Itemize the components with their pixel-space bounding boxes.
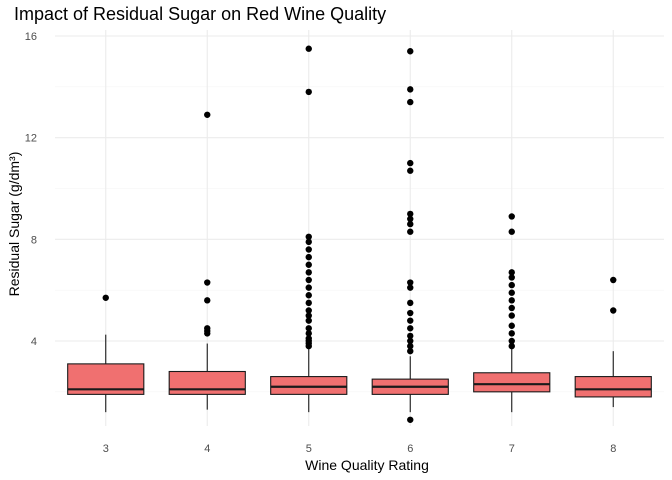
outlier-point — [407, 215, 414, 223]
box-group-8 — [574, 276, 652, 408]
x-axis-ticks: 3 4 5 6 7 8 — [103, 443, 617, 455]
boxes — [67, 45, 652, 423]
y-tick-label: 16 — [25, 31, 37, 43]
outlier-point — [407, 325, 414, 332]
outlier-point — [305, 317, 312, 324]
y-axis-title: Residual Sugar (g/dm³) — [6, 152, 22, 297]
outlier-point — [508, 213, 515, 220]
outlier-point — [610, 276, 617, 284]
outlier-point — [305, 312, 312, 319]
outlier-point — [508, 322, 515, 329]
box-iqr — [168, 370, 246, 395]
outlier-point — [305, 269, 312, 276]
outlier-point — [407, 210, 414, 218]
outlier-point — [305, 330, 312, 337]
y-tick-label: 8 — [31, 234, 37, 246]
outlier-point — [407, 159, 414, 167]
y-axis-ticks: 4 8 12 16 — [25, 31, 37, 348]
outlier-point — [407, 98, 414, 106]
outlier-point — [407, 167, 414, 174]
box-iqr — [473, 372, 551, 393]
outlier-point — [407, 284, 414, 291]
outlier-point — [102, 294, 109, 301]
outlier-point — [305, 276, 312, 284]
outlier-point — [305, 292, 312, 299]
outlier-point — [407, 228, 414, 235]
outlier-point — [305, 299, 312, 307]
grid — [55, 30, 664, 426]
outlier-point — [610, 307, 617, 314]
outlier-point — [305, 335, 312, 342]
box-group-7 — [473, 213, 551, 413]
outlier-point — [407, 347, 414, 355]
outlier-point — [305, 45, 312, 52]
outlier-point — [305, 246, 312, 253]
outlier-point — [508, 297, 515, 304]
outlier-point — [305, 261, 312, 268]
outlier-point — [407, 48, 414, 55]
box-group-4 — [168, 111, 246, 410]
outlier-point — [508, 228, 515, 235]
outlier-point — [305, 233, 312, 240]
outlier-point — [204, 279, 211, 286]
x-tick-label: 4 — [204, 443, 210, 455]
box-iqr — [270, 376, 348, 395]
box-group-3 — [67, 294, 145, 413]
outlier-point — [407, 337, 414, 345]
outlier-point — [407, 332, 414, 340]
box-group-6 — [371, 48, 449, 423]
outlier-point — [508, 330, 515, 337]
outlier-point — [305, 238, 312, 246]
x-axis-title: Wine Quality Rating — [305, 457, 429, 473]
outlier-point — [407, 220, 414, 228]
outlier-point — [508, 274, 515, 281]
box-group-5 — [270, 45, 348, 413]
outlier-point — [508, 281, 515, 289]
outlier-point — [305, 307, 312, 314]
x-tick-label: 5 — [306, 443, 312, 455]
y-tick-label: 4 — [31, 336, 37, 348]
outlier-point — [508, 337, 515, 345]
outlier-point — [305, 284, 312, 291]
outlier-point — [407, 279, 414, 286]
outlier-point — [305, 325, 312, 332]
chart-title: Impact of Residual Sugar on Red Wine Qua… — [14, 4, 386, 24]
outlier-point — [407, 342, 414, 350]
outlier-point — [508, 342, 515, 350]
outlier-point — [407, 416, 414, 423]
outlier-point — [407, 299, 414, 307]
x-tick-label: 7 — [509, 443, 515, 455]
outlier-point — [508, 312, 515, 319]
x-tick-label: 8 — [610, 443, 616, 455]
x-tick-label: 6 — [407, 443, 413, 455]
outlier-point — [305, 253, 312, 261]
y-tick-label: 12 — [25, 133, 37, 145]
outlier-point — [305, 88, 312, 96]
x-tick-label: 3 — [103, 443, 109, 455]
box-iqr — [574, 376, 652, 398]
outlier-point — [508, 269, 515, 276]
outlier-point — [204, 111, 211, 118]
outlier-point — [508, 304, 515, 312]
outlier-point — [407, 86, 414, 93]
outlier-point — [407, 309, 414, 317]
outlier-point — [407, 317, 414, 324]
outlier-point — [508, 289, 515, 296]
outlier-point — [204, 297, 211, 304]
outlier-point — [204, 325, 211, 332]
